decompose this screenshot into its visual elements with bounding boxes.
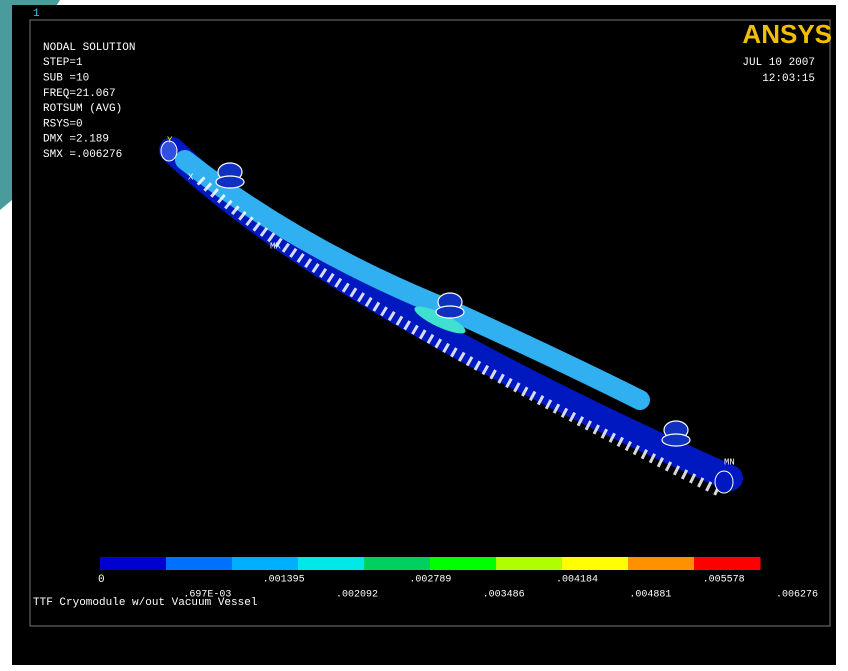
legend-swatch bbox=[430, 557, 497, 570]
axis-label: Y bbox=[167, 135, 173, 145]
legend-label: .004184 bbox=[556, 575, 598, 586]
info-line: RSYS=0 bbox=[43, 118, 83, 130]
info-line: FREQ=21.067 bbox=[43, 88, 116, 100]
legend-label: 0 bbox=[98, 574, 105, 586]
info-line: SMX =.006276 bbox=[43, 149, 122, 161]
legend-swatch bbox=[298, 557, 365, 570]
legend-label: .001395 bbox=[263, 575, 305, 586]
axis-label: X bbox=[188, 172, 194, 182]
legend-swatch bbox=[628, 557, 695, 570]
legend-swatch bbox=[496, 557, 563, 570]
logo: ANSYS bbox=[742, 19, 832, 49]
legend-swatch bbox=[562, 557, 629, 570]
legend-swatch bbox=[694, 557, 761, 570]
info-line: SUB =10 bbox=[43, 73, 89, 85]
legend-label: .002092 bbox=[336, 590, 378, 601]
date: JUL 10 2007 bbox=[742, 57, 815, 69]
legend-label: .003486 bbox=[483, 590, 525, 601]
legend-label: .004881 bbox=[629, 590, 671, 601]
legend-swatch bbox=[364, 557, 431, 570]
pipe-end bbox=[715, 471, 733, 493]
window-number: 1 bbox=[33, 8, 40, 20]
page: 1 ANSYS JUL 10 2007 12:03:15 MX MN Y X T… bbox=[0, 0, 848, 671]
legend-label: .002789 bbox=[409, 575, 451, 586]
legend-swatch bbox=[100, 557, 167, 570]
info-line: ROTSUM (AVG) bbox=[43, 103, 122, 115]
info-line: NODAL SOLUTION bbox=[43, 42, 135, 54]
legend-label: .697E-03 bbox=[183, 590, 231, 601]
info-line: DMX =2.189 bbox=[43, 134, 109, 146]
info-line: STEP=1 bbox=[43, 57, 83, 69]
legend-swatch bbox=[166, 557, 233, 570]
time: 12:03:15 bbox=[762, 73, 815, 85]
screenshot: 1 ANSYS JUL 10 2007 12:03:15 MX MN Y X T… bbox=[0, 0, 848, 671]
min-label: MN bbox=[724, 457, 735, 467]
legend-label: .006276 bbox=[776, 590, 818, 601]
max-label: MX bbox=[270, 241, 281, 251]
legend-label: .005578 bbox=[703, 575, 745, 586]
legend-swatch bbox=[232, 557, 299, 570]
